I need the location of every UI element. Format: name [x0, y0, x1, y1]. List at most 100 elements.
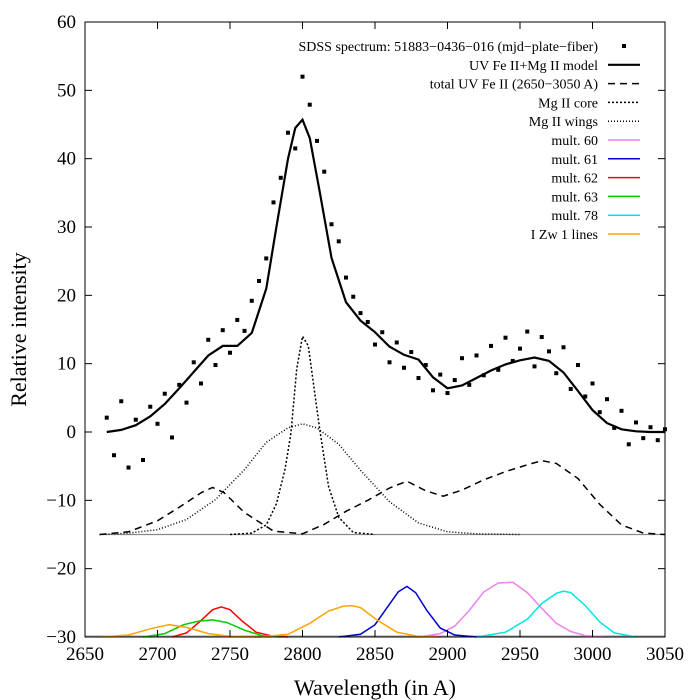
x-tick-label: 2750: [211, 644, 249, 665]
spectrum-point: [423, 363, 428, 368]
spectrum-point: [416, 376, 421, 381]
spectrum-point: [344, 275, 348, 280]
y-tick-label: 40: [57, 149, 76, 170]
spectrum-point: [148, 404, 153, 409]
spectrum-point: [235, 317, 240, 322]
spectrum-point: [286, 130, 290, 135]
spectrum-point: [228, 350, 232, 355]
legend-label: UV Fe II+Mg II model: [469, 59, 598, 74]
spectrum-point: [257, 278, 261, 283]
spectrum-point: [460, 356, 464, 361]
spectrum-point: [336, 239, 341, 244]
spectrum-point: [539, 335, 544, 340]
spectrum-point: [387, 360, 392, 365]
y-axis-title: Relative intensity: [6, 252, 31, 407]
x-tick-label: 2700: [139, 644, 177, 665]
legend-label: mult. 62: [551, 172, 598, 187]
spectrum-point: [626, 442, 631, 447]
series-line-9: [476, 590, 637, 638]
spectrum-point: [365, 319, 370, 324]
spectrum-point: [518, 346, 522, 351]
y-tick-label: 10: [57, 354, 76, 375]
legend-label: mult. 78: [551, 209, 598, 224]
x-axis-title: Wavelength (in A): [294, 675, 456, 700]
y-tick-label: −10: [46, 490, 76, 511]
spectrum-point: [597, 410, 602, 415]
legend-label: total UV Fe II (2650−3050 A): [430, 78, 599, 93]
y-tick-label: −30: [46, 627, 76, 648]
spectrum-point: [220, 328, 225, 333]
y-tick-label: 0: [67, 422, 77, 443]
legend-label: mult. 63: [551, 190, 598, 205]
spectrum-point: [141, 458, 145, 463]
y-tick-label: −20: [46, 559, 76, 580]
spectrum-point: [612, 425, 617, 430]
spectrum-point: [576, 363, 580, 368]
spectrum-point: [525, 329, 530, 334]
spectrum-point: [112, 453, 116, 458]
spectrum-point: [431, 388, 435, 393]
legend: SDSS spectrum: 51883−0436−016 (mjd−plate…: [299, 40, 640, 243]
x-tick-label: 2800: [284, 644, 322, 665]
legend-label: Mg II core: [538, 96, 598, 111]
spectrum-point: [641, 436, 646, 441]
series-line-8: [142, 619, 281, 638]
spectrum-point: [583, 394, 588, 399]
spectrum-point: [547, 349, 551, 354]
spectrum-point: [373, 342, 377, 347]
series-line-1: [106, 117, 665, 434]
spectrum-point: [568, 386, 573, 391]
spectrum-point: [271, 200, 276, 205]
spectrum-point: [380, 330, 385, 335]
spectrum-point: [438, 372, 443, 377]
series-line-5: [418, 581, 608, 638]
spectrum-point: [119, 399, 124, 404]
spectrum-point: [394, 340, 399, 345]
spectrum-point: [191, 360, 196, 365]
spectrum-point: [489, 343, 493, 348]
y-tick-label: 30: [57, 217, 76, 238]
spectrum-point: [278, 175, 283, 180]
spectrum-point: [104, 415, 109, 420]
spectrum-point: [329, 222, 334, 227]
spectrum-point: [619, 408, 624, 413]
spectrum-point: [213, 363, 218, 368]
spectrum-point: [510, 358, 515, 363]
spectrum-point: [199, 381, 203, 386]
spectrum-point: [590, 381, 595, 386]
spectrum-point: [648, 425, 653, 430]
spectrum-point: [634, 420, 638, 425]
spectrum-point: [452, 378, 457, 383]
spectrum-point: [402, 365, 406, 370]
spectrum-point: [496, 367, 501, 372]
legend-swatch-points: [622, 44, 626, 48]
x-tick-label: 3000: [574, 644, 612, 665]
spectrum-point: [467, 382, 472, 387]
series-line-7: [171, 606, 289, 638]
spectrum-point: [358, 311, 363, 316]
spectrum-point: [300, 74, 305, 79]
spectrum-point: [554, 371, 559, 376]
series-line-4: [99, 423, 521, 536]
spectrum-point: [133, 417, 138, 422]
series-line-2: [99, 459, 666, 536]
legend-label: Mg II wings: [529, 115, 598, 130]
spectrum-point: [561, 345, 566, 350]
y-tick-label: 50: [57, 80, 76, 101]
tick-layer: 2650 2700 2750 2800 2850 2900 2950 3000 3050−30−…: [46, 12, 684, 665]
spectrum-point: [177, 382, 182, 387]
spectrum-point: [293, 146, 298, 151]
legend-label: mult. 61: [551, 153, 598, 168]
series-line-6: [338, 585, 477, 638]
series-line-10: [99, 604, 441, 638]
x-tick-label: 2850: [356, 644, 394, 665]
spectrum-point: [655, 438, 660, 443]
series-layer: [99, 117, 666, 638]
spectrum-point: [242, 328, 247, 333]
spectrum-point: [307, 102, 312, 107]
spectrum-point: [184, 400, 189, 405]
spectrum-point: [474, 353, 479, 358]
x-tick-label: 2950: [501, 644, 539, 665]
